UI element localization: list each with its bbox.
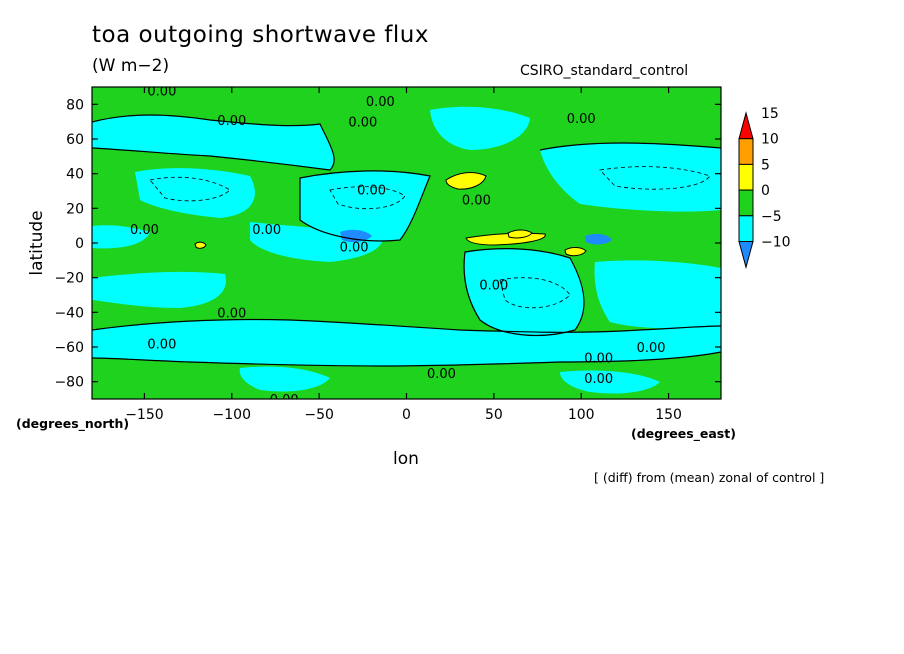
strong-negative-regions	[340, 229, 612, 245]
region-negative	[92, 225, 150, 249]
contour-line	[92, 318, 721, 333]
y-tick-label: 20	[66, 201, 84, 217]
y-tick-label: 60	[66, 132, 84, 148]
region-negative	[540, 143, 721, 212]
contour-label: 0.00	[567, 112, 596, 127]
colorbar-segment	[738, 189, 754, 217]
region-negative	[92, 319, 721, 366]
contour-label: 0.00	[217, 306, 246, 321]
y-tick-label: −60	[54, 340, 84, 356]
y-axis: 80 60 40 20 0 −20 −40 −60 −80	[54, 97, 721, 391]
x-tick-label: 100	[568, 407, 595, 423]
contour-label: 0.00	[340, 240, 369, 255]
contour-label: 0.00	[357, 183, 386, 198]
contour-label: 0.00	[217, 114, 246, 129]
region-positive	[564, 247, 587, 257]
region-strong-negative	[340, 229, 372, 243]
dashed-contour-lines	[149, 166, 711, 309]
contour-line-dashed	[599, 166, 711, 190]
region-negative	[560, 370, 660, 394]
contour-label: 0.00	[270, 393, 299, 408]
colorbar-label: −5	[761, 209, 782, 225]
colorbar-segment	[738, 215, 754, 243]
y-tick-label: −80	[54, 375, 84, 391]
chart-title: toa outgoing shortwave flux	[92, 22, 429, 48]
colorbar-segment	[738, 241, 754, 270]
x-tick-label: −50	[304, 407, 334, 423]
contour-label: 0.00	[427, 367, 456, 382]
contour-lines	[92, 114, 721, 367]
colorbar-label: 0	[761, 183, 770, 199]
region-negative	[92, 271, 226, 308]
region-positive	[445, 172, 487, 190]
contour-label: 0.00	[366, 95, 395, 110]
colorbar-segment	[738, 163, 754, 191]
negative-regions	[92, 106, 721, 394]
region-negative	[239, 366, 330, 392]
contour-label: 0.00	[348, 116, 377, 131]
region-negative	[464, 248, 585, 336]
footnote: [ (diff) from (mean) zonal of control ]	[594, 470, 825, 485]
contour-label: 0.00	[147, 84, 176, 99]
y-tick-label: 40	[66, 167, 84, 183]
field-layer: 0.00 0.00 0.00 0.00 0.00 0.00 0.00 0.00 0.00 0.00…	[92, 84, 721, 408]
x-tick-label: 0	[402, 407, 411, 423]
x-tick-label: 150	[655, 407, 682, 423]
contour-line	[299, 170, 431, 242]
y-tick-label: −40	[54, 305, 84, 321]
contour-line	[92, 351, 721, 367]
x-tick-label: 50	[485, 407, 503, 423]
region-positive	[194, 241, 207, 249]
contour-line	[463, 248, 585, 337]
contour-line	[92, 114, 335, 171]
x-axis-unit-label: (degrees_east)	[631, 426, 736, 442]
contour-label: 0.00	[584, 351, 613, 366]
x-tick-label: −100	[213, 407, 251, 423]
positive-regions	[194, 172, 587, 257]
region-negative	[594, 260, 721, 329]
y-tick-label: 0	[75, 236, 84, 252]
y-tick-label: 80	[66, 97, 84, 113]
region-negative	[135, 168, 255, 218]
x-axis: −150 −100 −50 0 50 100 150	[125, 87, 682, 423]
region-negative	[300, 170, 430, 241]
colorbar-label: 5	[761, 157, 770, 173]
y-axis-label: latitude	[27, 210, 47, 275]
region-strong-negative	[585, 233, 612, 245]
contour-label: 0.00	[462, 194, 491, 209]
colorbar: −10 −5 0 5 10 15	[738, 106, 791, 270]
contour-label: 0.00	[130, 223, 159, 238]
contour-label: 0.00	[479, 279, 508, 294]
region-positive	[507, 229, 533, 239]
contour-label: 0.00	[147, 338, 176, 353]
contour-line	[539, 142, 721, 151]
y-axis-unit-label: (degrees_north)	[16, 416, 129, 432]
contour-label: 0.00	[637, 341, 666, 356]
contour-label: 0.00	[584, 372, 613, 387]
run-name-label: CSIRO_standard_control	[520, 63, 689, 79]
contour-label: 0.00	[252, 223, 281, 238]
x-tick-label: −150	[125, 407, 163, 423]
colorbar-label: −10	[761, 235, 791, 251]
x-axis-label: lon	[393, 449, 419, 469]
colorbar-label: 15	[761, 106, 779, 122]
region-negative	[92, 115, 335, 170]
region-negative	[430, 106, 530, 150]
colorbar-segment	[738, 138, 754, 165]
contour-labels: 0.00 0.00 0.00 0.00 0.00 0.00 0.00 0.00 0.00 0.00…	[130, 84, 666, 408]
y-tick-label: −20	[54, 271, 84, 287]
colorbar-label: 10	[761, 132, 779, 148]
units-label: (W m−2)	[92, 56, 170, 76]
colorbar-segment	[738, 111, 754, 140]
